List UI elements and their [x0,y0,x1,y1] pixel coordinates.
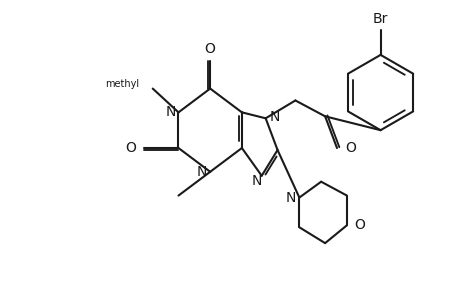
Text: N: N [285,190,295,205]
Text: O: O [204,42,215,56]
Text: N: N [196,165,207,179]
Text: Br: Br [372,12,387,26]
Text: O: O [353,218,364,232]
Text: N: N [269,110,279,124]
Text: O: O [345,141,356,155]
Text: methyl: methyl [105,79,139,88]
Text: O: O [125,141,136,155]
Text: N: N [251,174,261,188]
Text: N: N [165,105,175,119]
